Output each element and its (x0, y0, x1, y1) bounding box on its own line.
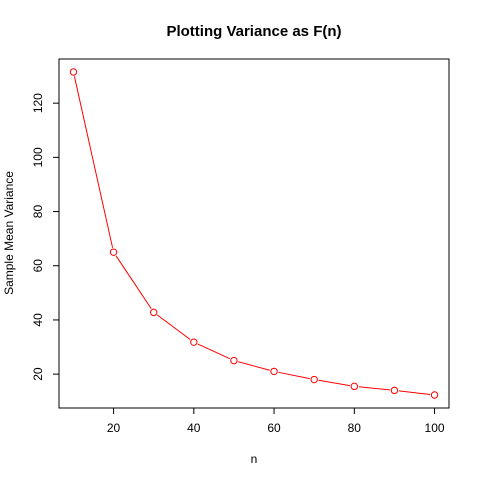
y-tick-label: 40 (31, 313, 45, 327)
x-axis-label: n (251, 452, 258, 466)
x-tick-label: 40 (187, 421, 201, 435)
data-point (350, 382, 359, 391)
data-point (149, 308, 158, 317)
chart-title: Plotting Variance as F(n) (166, 23, 341, 40)
data-point (310, 375, 318, 384)
plot-area (58, 58, 450, 409)
series-segment (73, 76, 114, 248)
data-point (69, 68, 78, 76)
y-tick-label: 80 (31, 205, 45, 219)
data-point (190, 338, 198, 346)
y-tick-label: 20 (31, 367, 45, 381)
series-layer (69, 68, 439, 399)
data-point (390, 386, 399, 395)
x-tick-label: 80 (348, 421, 362, 435)
data-point (270, 367, 278, 376)
y-axis-label: Sample Mean Variance (2, 171, 16, 295)
series-segment (318, 379, 350, 387)
data-point (109, 248, 118, 256)
data-point (230, 356, 238, 365)
x-tick-label: 60 (267, 421, 281, 435)
series-segment (197, 343, 231, 360)
series-segment (398, 390, 431, 395)
series-segment (278, 371, 310, 380)
data-point (430, 391, 439, 399)
x-tick-label: 20 (107, 421, 121, 435)
y-axis: 20 40 60 80 100 120 (31, 93, 59, 381)
series-segment (238, 361, 270, 371)
series-segment (115, 255, 152, 309)
x-tick-label: 100 (425, 421, 445, 435)
series-segment (358, 386, 391, 391)
y-tick-label: 60 (31, 259, 45, 273)
y-tick-label: 100 (31, 147, 45, 167)
x-axis: 20 40 60 80 100 (107, 408, 445, 435)
series-segment (157, 314, 191, 340)
y-tick-label: 120 (31, 93, 45, 113)
